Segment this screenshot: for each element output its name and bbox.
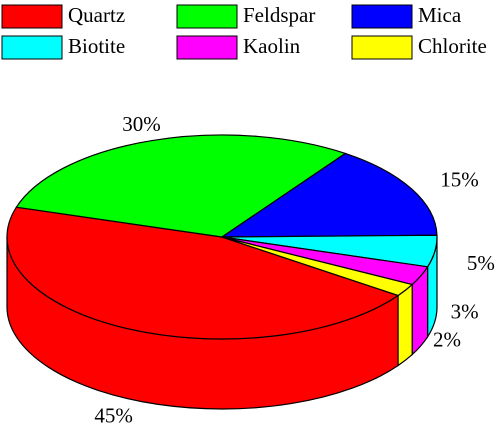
- legend-label: Feldspar: [243, 3, 315, 27]
- legend-label: Quartz: [68, 3, 125, 27]
- pie-slice: [220, 152, 438, 238]
- legend-swatch: [1, 4, 63, 29]
- legend-label: Kaolin: [243, 34, 301, 58]
- value-label: 5%: [467, 251, 495, 275]
- legend-swatch: [176, 4, 238, 29]
- pie-side: [397, 283, 413, 367]
- legend-swatch: [351, 35, 413, 60]
- value-label: 30%: [122, 112, 161, 136]
- value-label: 3%: [451, 300, 479, 324]
- pie-slice: [15, 134, 347, 238]
- value-label: 15%: [440, 168, 479, 192]
- legend-swatch: [351, 4, 413, 29]
- legend-swatch: [176, 35, 238, 60]
- legend-label: Chlorite: [418, 34, 487, 58]
- value-label: 2%: [433, 328, 461, 352]
- value-label: 45%: [94, 404, 133, 428]
- pie-slice: [221, 236, 414, 297]
- legend-swatch: [1, 35, 63, 60]
- pie-slice: [6, 206, 400, 340]
- legend-label: Mica: [418, 3, 462, 27]
- legend-label: Biotite: [68, 34, 125, 58]
